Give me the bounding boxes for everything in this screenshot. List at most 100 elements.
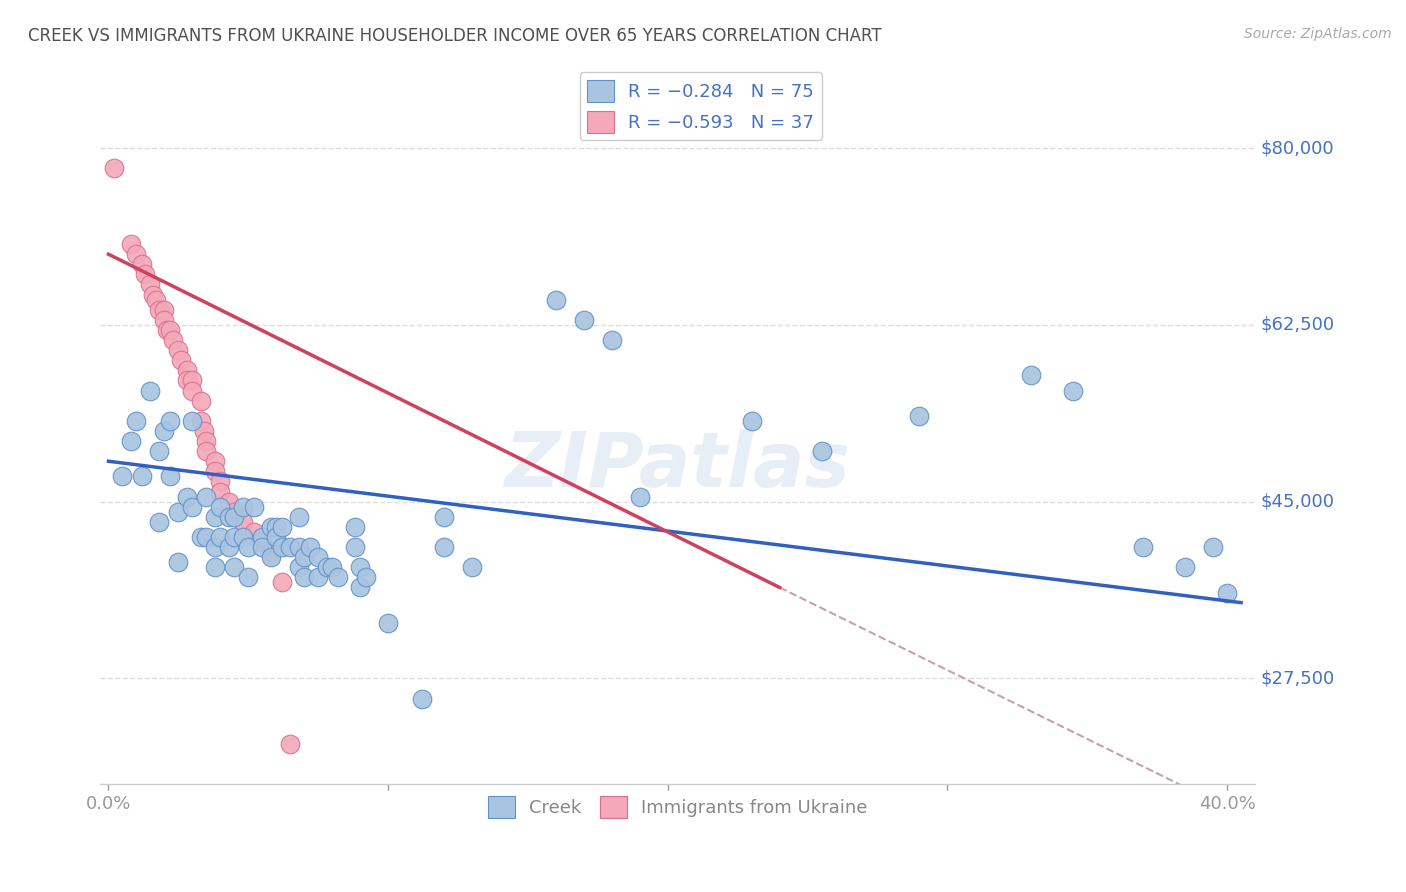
Point <box>1062 384 1084 398</box>
Point <box>343 540 366 554</box>
Point <box>159 414 181 428</box>
Point <box>343 520 366 534</box>
Point <box>159 323 181 337</box>
Point <box>190 393 212 408</box>
Point <box>148 444 170 458</box>
Point <box>170 353 193 368</box>
Point <box>307 570 329 584</box>
Point <box>120 237 142 252</box>
Point <box>120 434 142 448</box>
Point <box>243 524 266 539</box>
Point <box>167 555 190 569</box>
Text: $45,000: $45,000 <box>1261 492 1334 510</box>
Point <box>287 560 309 574</box>
Point <box>224 505 246 519</box>
Text: CREEK VS IMMIGRANTS FROM UKRAINE HOUSEHOLDER INCOME OVER 65 YEARS CORRELATION CH: CREEK VS IMMIGRANTS FROM UKRAINE HOUSEHO… <box>28 27 882 45</box>
Point <box>600 333 623 347</box>
Point <box>167 505 190 519</box>
Point <box>134 268 156 282</box>
Point <box>148 515 170 529</box>
Point <box>1021 368 1043 383</box>
Point <box>270 575 292 590</box>
Point <box>193 424 215 438</box>
Point <box>176 490 198 504</box>
Point <box>195 444 218 458</box>
Point <box>142 287 165 301</box>
Point <box>354 570 377 584</box>
Point <box>111 469 134 483</box>
Point <box>270 540 292 554</box>
Point <box>264 520 287 534</box>
Point <box>810 444 832 458</box>
Point <box>411 691 433 706</box>
Text: Source: ZipAtlas.com: Source: ZipAtlas.com <box>1244 27 1392 41</box>
Point <box>264 530 287 544</box>
Point <box>218 509 240 524</box>
Point <box>131 469 153 483</box>
Point <box>139 277 162 292</box>
Point <box>125 247 148 261</box>
Point <box>292 550 315 565</box>
Point <box>232 515 254 529</box>
Point <box>204 540 226 554</box>
Point <box>278 540 301 554</box>
Point <box>307 550 329 565</box>
Point <box>145 293 167 307</box>
Point <box>349 581 371 595</box>
Text: ZIPatlas: ZIPatlas <box>505 429 851 503</box>
Point <box>218 494 240 508</box>
Point <box>195 490 218 504</box>
Point <box>232 500 254 514</box>
Point <box>278 737 301 751</box>
Point <box>252 530 274 544</box>
Legend: Creek, Immigrants from Ukraine: Creek, Immigrants from Ukraine <box>481 789 875 825</box>
Point <box>349 560 371 574</box>
Point <box>204 509 226 524</box>
Point <box>232 530 254 544</box>
Point <box>433 509 456 524</box>
Point <box>204 464 226 478</box>
Point <box>433 540 456 554</box>
Point <box>260 550 283 565</box>
Point <box>270 520 292 534</box>
Point <box>190 414 212 428</box>
Text: $80,000: $80,000 <box>1261 139 1334 157</box>
Point <box>153 424 176 438</box>
Point <box>209 530 232 544</box>
Point <box>218 540 240 554</box>
Point <box>628 490 651 504</box>
Point <box>181 384 204 398</box>
Point <box>544 293 567 307</box>
Point <box>260 520 283 534</box>
Point <box>195 434 218 448</box>
Point <box>741 414 763 428</box>
Point <box>176 373 198 387</box>
Point <box>209 475 232 489</box>
Point <box>181 373 204 387</box>
Point <box>287 540 309 554</box>
Point <box>204 454 226 468</box>
Point <box>321 560 343 574</box>
Point <box>167 343 190 358</box>
Point <box>1216 585 1239 599</box>
Text: $62,500: $62,500 <box>1261 316 1334 334</box>
Point <box>377 615 399 630</box>
Point <box>326 570 349 584</box>
Point <box>209 484 232 499</box>
Point <box>181 414 204 428</box>
Point <box>292 570 315 584</box>
Point <box>224 509 246 524</box>
Point <box>204 560 226 574</box>
Point <box>224 530 246 544</box>
Point <box>908 409 931 423</box>
Point <box>1174 560 1197 574</box>
Point <box>238 540 260 554</box>
Point <box>195 530 218 544</box>
Point <box>252 535 274 549</box>
Point <box>181 500 204 514</box>
Point <box>156 323 179 337</box>
Point <box>159 469 181 483</box>
Point <box>139 384 162 398</box>
Point <box>190 530 212 544</box>
Point <box>260 545 283 559</box>
